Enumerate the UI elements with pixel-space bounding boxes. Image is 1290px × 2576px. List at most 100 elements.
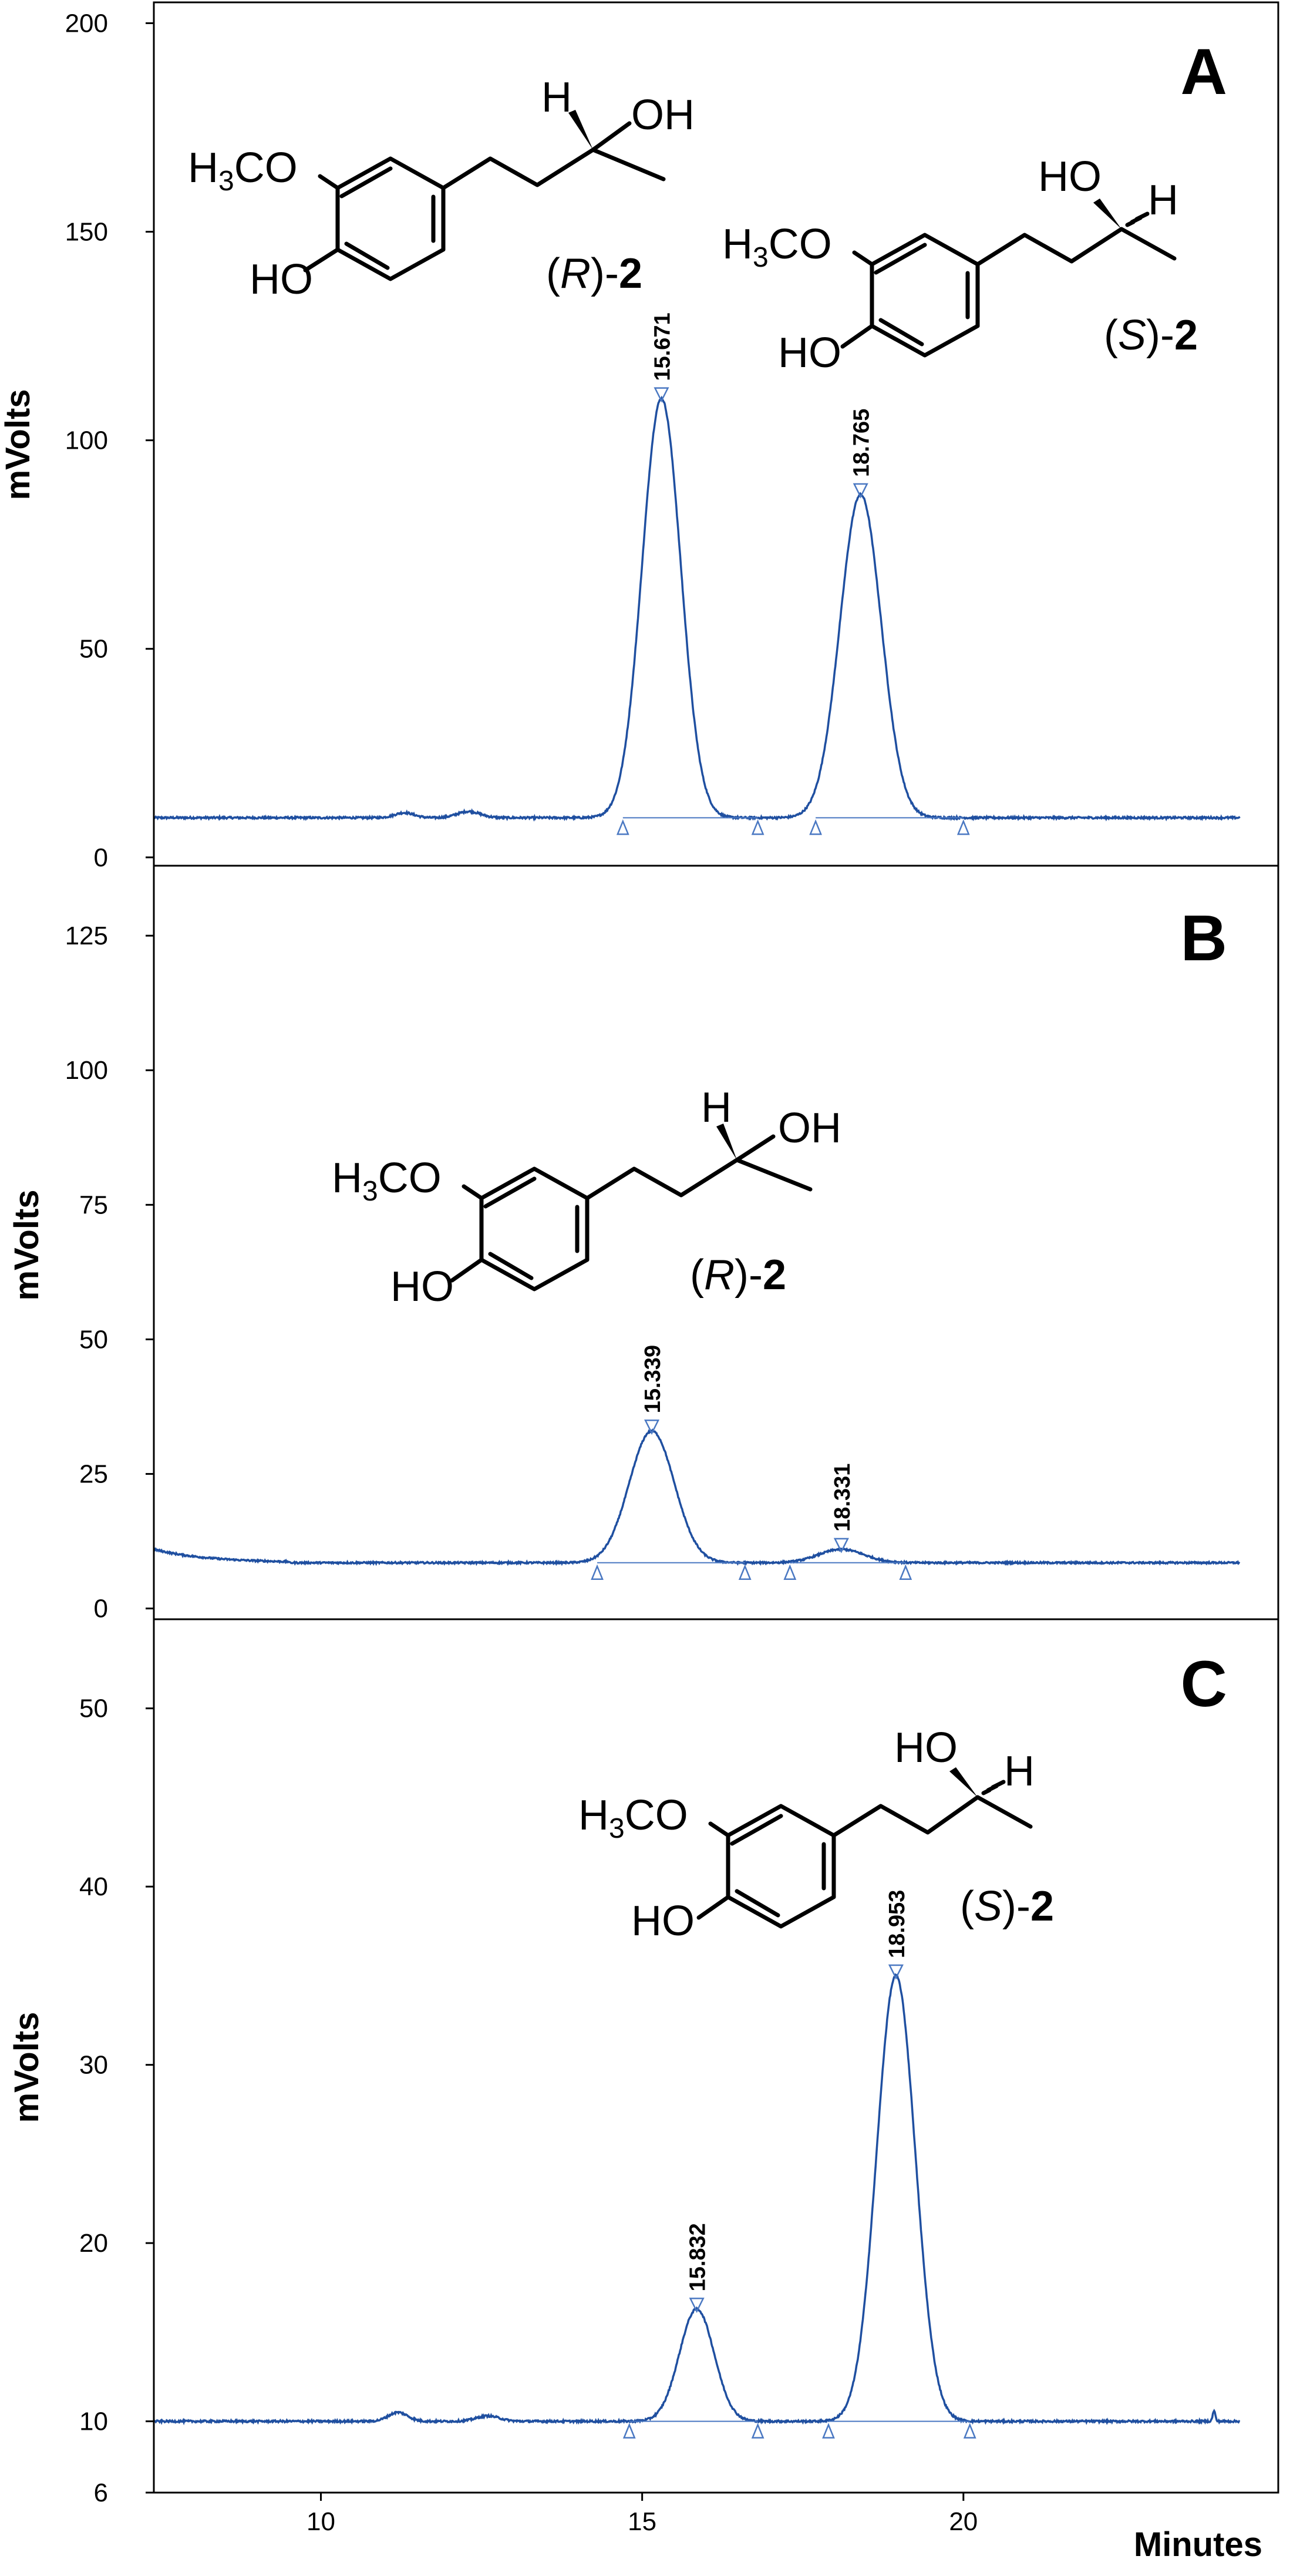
methoxy-bond (708, 1821, 730, 1838)
y-tick-label-c: 20 (79, 2229, 108, 2258)
methoxy-label: H3CO (722, 221, 832, 273)
ring-double-bond (488, 1252, 534, 1280)
structure-s-2-panel-a: H3CO HO HO H (S)-2 (722, 153, 1198, 376)
integration-marker-a (956, 819, 970, 835)
hydroxyl-bond (450, 1257, 484, 1283)
y-axis-title-b: mVolts (8, 1189, 46, 1300)
integration-marker-a (809, 819, 822, 835)
y-tick-label-b: 75 (79, 1191, 108, 1219)
ring-double-bond (878, 318, 924, 347)
integration-marker-a (616, 819, 629, 835)
y-tick-label-b: 50 (79, 1325, 108, 1354)
stereo-oh-label: OH (778, 1105, 841, 1152)
wedge-bond (716, 1124, 737, 1160)
stereo-oh-label: HO (894, 1724, 958, 1771)
y-tick-label-c: 6 (94, 2479, 108, 2507)
peak-label-a: 18.765 (850, 409, 874, 477)
y-tick-label-b: 25 (79, 1460, 108, 1489)
hydroxyl-bond (591, 121, 632, 152)
wedge-bond (1093, 199, 1121, 229)
methoxy-bond (852, 250, 874, 267)
y-tick-label-a: 50 (79, 635, 108, 664)
trace-line-b (153, 1428, 1241, 1566)
chromatogram-traces: 15.671 18.765 15.339 18.331 15.832 18.953 (153, 312, 1241, 2439)
y-tick-label-a: 200 (65, 9, 108, 38)
y-tick-label-a: 0 (94, 843, 108, 872)
ring-double-bond (874, 243, 927, 275)
plot-frame (153, 1, 1279, 2494)
panel-letter-b: B (1181, 902, 1227, 974)
structure-s-2-panel-c: H3CO HO HO H (S)-2 (578, 1724, 1054, 1945)
y-tick-label-a: 150 (65, 218, 108, 247)
peak-label-c: 18.953 (885, 1890, 910, 1958)
ring-double-bond (339, 166, 393, 199)
peak-label-b: 15.339 (641, 1345, 665, 1413)
x-axis-title: Minutes (1134, 2525, 1262, 2564)
y-tick-label-b: 0 (94, 1595, 108, 1623)
integration-marker-b (899, 1564, 912, 1580)
x-tick-label: 20 (949, 2507, 978, 2536)
hydroxyl-bond (696, 1895, 730, 1920)
methoxy-label: H3CO (578, 1792, 688, 1844)
y-tick-label-b: 125 (65, 922, 108, 950)
structure-r-2-panel-b: H3CO HO H OH (R)-2 (332, 1084, 841, 1310)
hydroxyl-bond (840, 324, 874, 349)
stereo-oh-label: HO (1038, 153, 1102, 200)
side-chain (441, 147, 666, 190)
stereo-h-label: H (1004, 1748, 1035, 1795)
compound-label: (S)-2 (1104, 312, 1198, 359)
y-tick-label-c: 30 (79, 2051, 108, 2080)
methoxy-label: H3CO (188, 144, 298, 197)
ring-double-bond (735, 1889, 780, 1918)
wedge-bond (949, 1767, 978, 1797)
apex-marker-c (888, 1964, 904, 1980)
methoxy-label: H3CO (332, 1155, 442, 1207)
integration-marker-b (783, 1564, 797, 1580)
axes-layer: 0 50 100 150 200 0 25 50 75 100 125 6 10 20 30 40 50 10 15… (65, 9, 978, 2536)
apex-marker-a (853, 483, 868, 499)
y-tick-label-a: 100 (65, 426, 108, 455)
integration-marker-a (751, 819, 764, 835)
methoxy-bond (462, 1184, 484, 1200)
peak-label-a: 15.671 (650, 312, 675, 381)
trace-line-c (154, 1973, 1241, 2426)
y-tick-label-c: 40 (79, 1872, 108, 1901)
hydroxyl-label: HO (390, 1263, 454, 1310)
apex-marker-a (654, 387, 669, 403)
apex-marker-c (689, 2298, 705, 2313)
methoxy-bond (318, 174, 340, 190)
side-chain (975, 227, 1177, 267)
x-tick-label: 10 (306, 2507, 335, 2536)
ring-double-bond (483, 1176, 537, 1209)
integration-marker-c (622, 2423, 636, 2439)
hashed-bond (1134, 211, 1150, 221)
hydroxyl-bond (735, 1134, 776, 1162)
hydroxyl-label: HO (250, 256, 313, 303)
peak-label-b: 18.331 (830, 1464, 855, 1532)
compound-label: (R)-2 (690, 1252, 786, 1299)
x-tick-label: 15 (628, 2507, 656, 2536)
panel-letter-c: C (1181, 1648, 1227, 1720)
hydroxyl-label: HO (778, 329, 841, 376)
integration-marker-c (822, 2423, 835, 2439)
side-chain (831, 1795, 1033, 1838)
compound-label: (S)-2 (960, 1883, 1054, 1930)
hydroxyl-bond (303, 247, 340, 273)
wedge-bond (568, 110, 593, 150)
structure-r-2-panel-a: H3CO HO H OH (R)-2 (188, 74, 695, 303)
integration-marker-b (738, 1564, 752, 1580)
y-tick-label-c: 50 (79, 1694, 108, 1723)
apex-marker-b (833, 1538, 849, 1553)
trace-line-a (153, 395, 1241, 822)
integration-marker-c (963, 2423, 976, 2439)
stereo-oh-label: OH (631, 92, 695, 139)
panel-letter-a: A (1181, 36, 1227, 108)
stereo-h-label: H (1148, 177, 1178, 224)
compound-label: (R)-2 (546, 250, 642, 297)
stereo-h-label: H (701, 1084, 732, 1131)
stereo-h-label: H (541, 74, 572, 121)
hydroxyl-label: HO (631, 1898, 695, 1945)
integration-marker-c (751, 2423, 764, 2439)
